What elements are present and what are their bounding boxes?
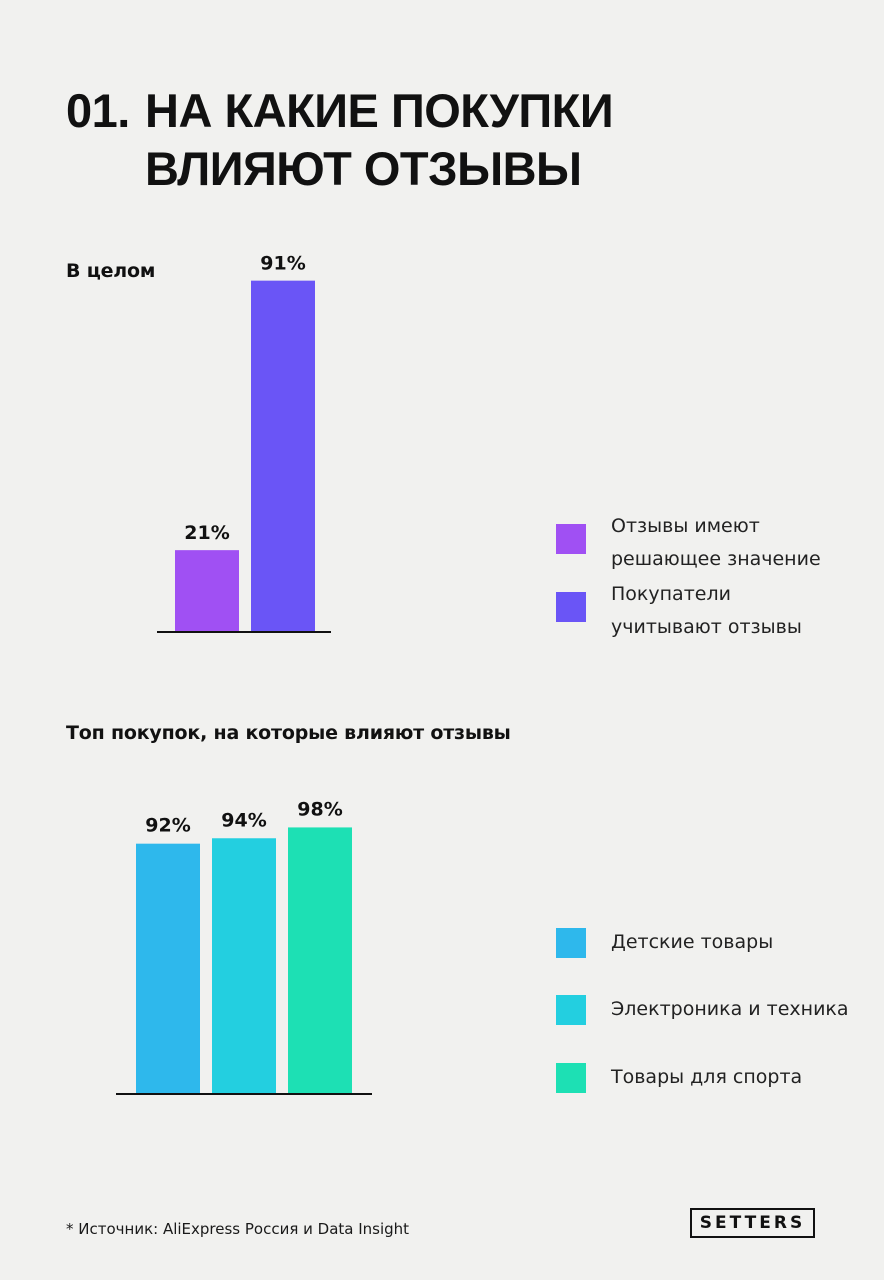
legend-label: Электроника и техника xyxy=(611,998,849,1020)
legend-label: Покупатели учитывают отзывы xyxy=(611,583,802,638)
top-bar-label-3: 98% xyxy=(297,798,342,820)
legend-swatch xyxy=(556,928,586,958)
top-bar-label-1: 92% xyxy=(145,815,190,837)
top-purchases-bar-chart: 92% 94% 98% xyxy=(116,798,372,1095)
section-title-top-purchases: Топ покупок, на которые влияют отзывы xyxy=(66,722,511,744)
title-line-1: 01. НА КАКИЕ ПОКУПКИ xyxy=(66,82,614,140)
overall-bar-label-2: 91% xyxy=(260,253,305,275)
top-bar-2 xyxy=(212,838,276,1093)
title-text-1: НА КАКИЕ ПОКУПКИ xyxy=(145,84,614,137)
legend-label: Товары для спорта xyxy=(611,1066,803,1088)
title-number: 01. xyxy=(66,84,130,137)
legend-label: Отзывы имеют решающее значение xyxy=(611,515,821,570)
overall-bar-2 xyxy=(251,280,315,631)
title-line-2: ВЛИЯЮТ ОТЗЫВЫ xyxy=(145,142,582,195)
section-title-overall: В целом xyxy=(66,260,156,282)
top-bar-label-2: 94% xyxy=(221,809,266,831)
brand-logo: SETTERS xyxy=(690,1208,815,1238)
legend-swatch xyxy=(556,995,586,1025)
overall-bar-chart: 21% 91% xyxy=(157,253,331,633)
top-bar-3 xyxy=(288,827,352,1093)
source-footnote: * Источник: AliExpress Россия и Data Ins… xyxy=(66,1220,410,1238)
legend-label: Детские товары xyxy=(611,931,774,953)
overall-bar-label-1: 21% xyxy=(184,522,229,544)
top-bar-1 xyxy=(136,843,200,1093)
overall-bar-1 xyxy=(175,550,239,631)
legend-swatch xyxy=(556,1063,586,1093)
legend-swatch xyxy=(556,592,586,622)
page-title: 01. НА КАКИЕ ПОКУПКИ ВЛИЯЮТ ОТЗЫВЫ xyxy=(66,82,614,198)
legend-swatch xyxy=(556,524,586,554)
